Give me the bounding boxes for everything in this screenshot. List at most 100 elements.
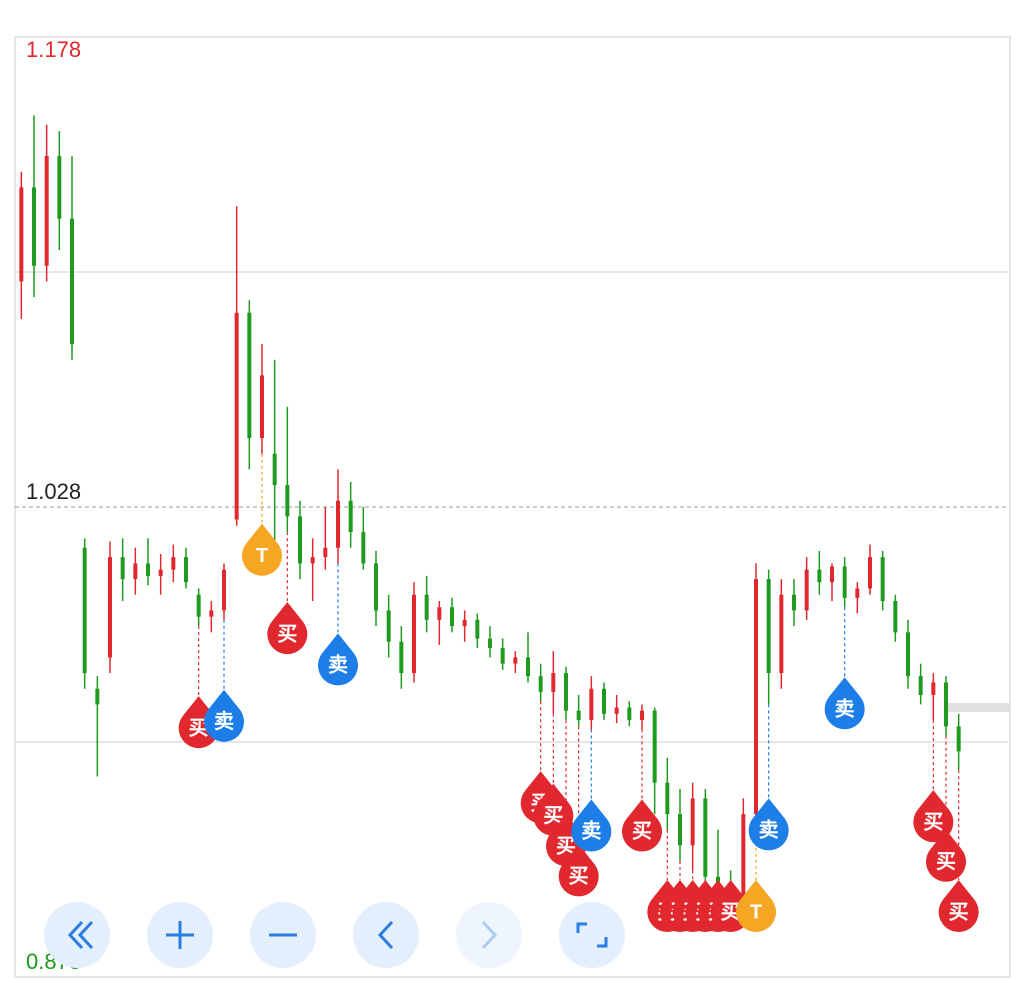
marker-label: 买	[721, 901, 741, 923]
marker-label: T	[256, 545, 268, 567]
candle-body	[804, 569, 809, 611]
marker-pin	[824, 677, 865, 730]
candle-body	[880, 557, 885, 601]
candle-body	[564, 673, 568, 711]
marker-pin	[242, 523, 282, 576]
candle-body	[830, 566, 834, 583]
fullscreen-button[interactable]	[559, 902, 625, 968]
next-button[interactable]	[456, 902, 522, 968]
candle-body	[412, 594, 416, 674]
candle-body	[614, 707, 619, 714]
candle-body	[906, 632, 910, 677]
marker-label: 卖	[835, 698, 855, 721]
toolbar	[44, 902, 625, 968]
candle-body	[336, 500, 340, 548]
trade-marker: 买	[622, 799, 662, 852]
marker-label: 卖	[328, 654, 348, 677]
candle-body	[690, 798, 695, 846]
previous-button[interactable]	[353, 902, 419, 968]
marker-label: 买	[543, 805, 563, 827]
candle-body	[450, 607, 454, 627]
jump-start-button[interactable]	[44, 902, 110, 968]
trade-marker: T	[736, 880, 776, 933]
candle-body	[374, 563, 378, 611]
candle-body	[158, 569, 163, 576]
candle-body	[513, 657, 518, 664]
candle-body	[868, 557, 872, 589]
trade-marker: 卖	[318, 633, 358, 686]
candle-body	[931, 682, 936, 695]
candle-body	[652, 710, 657, 783]
candle-body	[627, 707, 632, 721]
marker-pin	[736, 880, 776, 933]
candle-body	[171, 557, 176, 570]
trade-marker: 卖	[824, 677, 865, 730]
candle-body	[95, 688, 100, 705]
candle-body	[184, 557, 188, 583]
candle-body	[424, 594, 429, 620]
candle-body	[475, 619, 480, 639]
candle-body	[766, 579, 771, 674]
candle-body	[209, 610, 214, 617]
price-tag	[945, 703, 1010, 712]
candle-body	[792, 594, 796, 611]
trade-marker: 买	[558, 844, 599, 897]
marker-label: 卖	[759, 819, 779, 842]
zoom-in-button[interactable]	[147, 902, 213, 968]
candle-body	[589, 688, 594, 721]
marker-label: 买	[277, 623, 297, 645]
candle-body	[234, 312, 239, 520]
marker-label: 卖	[581, 820, 601, 843]
marker-pin	[204, 689, 244, 742]
trade-marker: 卖	[571, 799, 612, 852]
candle-body	[82, 547, 87, 674]
candle-body	[842, 566, 847, 598]
candle-body	[196, 594, 201, 617]
candle-body	[779, 594, 784, 674]
candle-body	[741, 814, 746, 899]
candle-body	[893, 601, 898, 633]
trade-marker: 买	[926, 829, 966, 882]
candle-body	[488, 638, 492, 648]
marker-pin	[913, 790, 954, 843]
candle-body	[437, 607, 442, 620]
candle-body	[526, 657, 530, 677]
marker-label: 卖	[214, 710, 234, 733]
candle-body	[665, 782, 670, 815]
marker-label: 买	[949, 901, 969, 923]
marker-pin	[267, 602, 308, 655]
candle-body	[146, 563, 150, 576]
candle-body	[348, 500, 353, 533]
candle-body	[19, 187, 24, 282]
candle-body	[44, 156, 49, 266]
candle-body	[918, 676, 923, 695]
candle-body	[754, 579, 758, 815]
marker-label: T	[750, 901, 762, 923]
candle-body	[386, 610, 391, 642]
marker-label: 买	[936, 851, 956, 873]
trade-marker: 买	[267, 602, 308, 655]
marker-label: 买	[632, 821, 652, 843]
trade-marker: 卖	[748, 798, 789, 851]
candle-body	[817, 569, 822, 583]
marker-pin	[748, 798, 789, 851]
trade-marker: 卖	[204, 689, 244, 742]
marker-label: 买	[923, 811, 943, 833]
marker-pin	[622, 799, 662, 852]
candle-body	[57, 156, 62, 219]
zoom-out-button[interactable]	[250, 902, 316, 968]
candle-body	[247, 312, 252, 439]
candle-body	[285, 485, 290, 517]
marker-label: 买	[189, 717, 209, 739]
candle-body	[538, 676, 543, 692]
marker-pin	[558, 844, 599, 897]
candle-body	[944, 682, 948, 727]
marker-pin	[926, 829, 966, 882]
y-tick-label: 1.028	[26, 479, 81, 504]
y-tick-label: 1.178	[26, 37, 81, 62]
candle-body	[462, 619, 467, 627]
candle-body	[260, 375, 264, 439]
trade-marker: 买	[938, 880, 979, 933]
